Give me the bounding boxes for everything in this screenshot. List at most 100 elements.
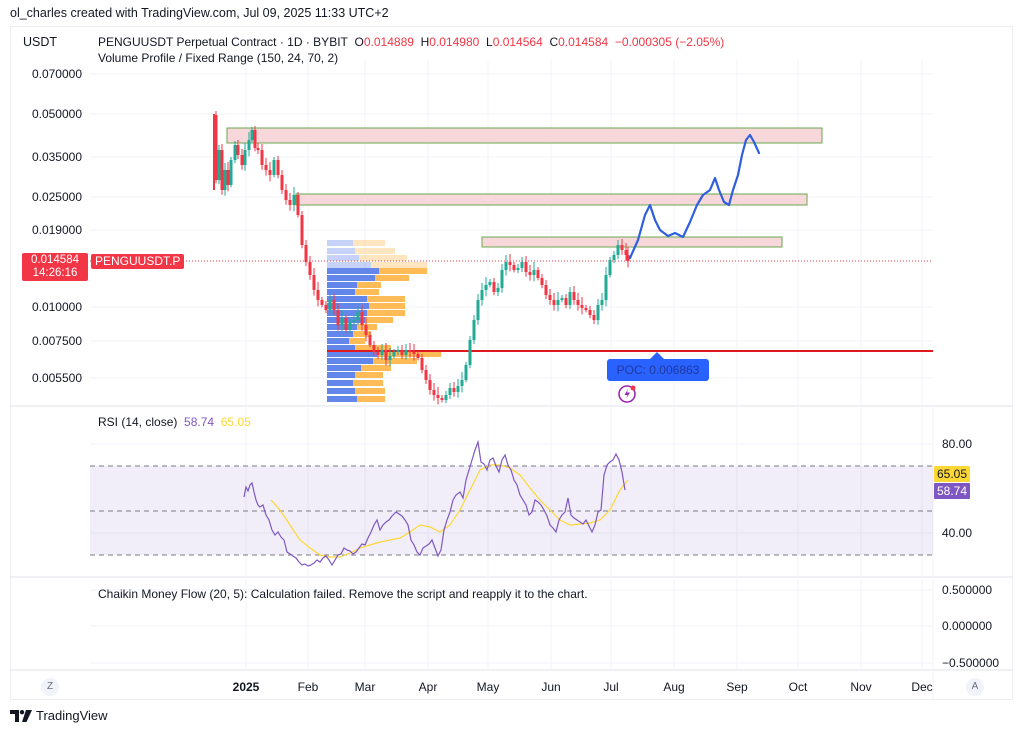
- vp-down-bar: [375, 275, 409, 281]
- symbol-legend[interactable]: PENGUUSDT Perpetual Contract · 1D · BYBI…: [98, 35, 724, 49]
- rsi-ma-value: 65.05: [220, 415, 251, 429]
- time-tick: Sep: [726, 680, 748, 694]
- price-tick: 0.050000: [31, 107, 82, 121]
- vp-down-bar: [353, 240, 385, 246]
- vp-up-bar: [327, 296, 367, 302]
- candle-down: [312, 275, 316, 290]
- candle-down: [512, 265, 516, 270]
- candle-down: [336, 310, 340, 325]
- vp-up-bar: [327, 262, 371, 268]
- vp-up-bar: [327, 396, 357, 402]
- cmf-tick: 0.500000: [942, 583, 993, 597]
- rsi-value-badge: 58.74: [934, 483, 971, 499]
- price-tick: 0.025000: [31, 190, 82, 204]
- poc-pointer: [650, 352, 664, 359]
- rsi-legend[interactable]: RSI (14, close) 58.74 65.05: [98, 415, 251, 429]
- tradingview-logo-text: TradingView: [36, 708, 108, 723]
- candle-up: [247, 140, 251, 150]
- candle-up: [388, 356, 392, 360]
- vp-up-bar: [327, 365, 361, 371]
- candle-up: [456, 386, 460, 392]
- candle-down: [384, 350, 388, 360]
- candle-up: [556, 300, 560, 305]
- candle-down: [584, 308, 588, 310]
- auto-scale-button[interactable]: A: [966, 678, 984, 696]
- candle-up: [464, 365, 468, 380]
- vp-down-bar: [357, 282, 381, 288]
- vp-down-bar: [355, 372, 383, 378]
- candle-down: [324, 305, 328, 310]
- candle-up: [476, 300, 480, 320]
- price-tick: 0.035000: [31, 150, 82, 164]
- candle-down: [572, 292, 576, 300]
- candle-down: [296, 195, 300, 215]
- rsi-tick: 80.00: [942, 437, 973, 451]
- candle-down: [256, 148, 260, 150]
- vp-up-bar: [327, 303, 369, 309]
- tradingview-logo[interactable]: TradingView: [10, 708, 108, 723]
- price-tick: 0.005500: [31, 371, 82, 385]
- vp-up-bar: [327, 345, 355, 351]
- candle-up: [532, 270, 536, 275]
- candle-up: [616, 245, 620, 255]
- candle-up: [516, 268, 520, 270]
- candle-down: [288, 200, 292, 205]
- vp-up-bar: [327, 351, 377, 357]
- candle-up: [292, 195, 296, 205]
- vp-up-bar: [327, 372, 355, 378]
- candle-down: [576, 300, 580, 305]
- candle-down: [436, 395, 440, 398]
- vp-down-bar: [369, 303, 405, 309]
- vp-up-bar: [327, 275, 375, 281]
- time-tick: Jun: [541, 680, 561, 694]
- vp-down-bar: [355, 388, 385, 394]
- rsi-tick: 40.00: [942, 526, 973, 540]
- countdown-value: 14:26:16: [32, 267, 78, 279]
- open-value: 0.014889: [363, 35, 414, 49]
- zoom-reset-button[interactable]: Z: [41, 678, 59, 696]
- rsi-value: 58.74: [184, 415, 215, 429]
- rsi-title: RSI (14, close): [98, 415, 178, 429]
- candle-up: [340, 318, 344, 325]
- candle-down: [364, 325, 368, 335]
- vp-up-bar: [327, 268, 379, 274]
- cmf-tick: −0.500000: [942, 656, 1000, 670]
- rsi-ma-badge: 65.05: [934, 466, 971, 482]
- time-tick: Feb: [297, 680, 319, 694]
- price-tick: 0.010000: [31, 300, 82, 314]
- vp-down-bar: [367, 296, 405, 302]
- candle-up: [448, 388, 452, 395]
- time-tick: Jul: [603, 680, 619, 694]
- candle-down: [620, 245, 624, 250]
- candle-down: [264, 165, 268, 170]
- candle-down: [536, 270, 540, 278]
- vp-down-bar: [367, 310, 405, 316]
- tradingview-logo-icon: [10, 709, 32, 722]
- candle-down: [626, 255, 630, 261]
- candle-up: [272, 160, 276, 175]
- vp-up-bar: [327, 248, 355, 254]
- vp-down-bar: [377, 351, 441, 357]
- candle-down: [548, 295, 552, 300]
- symbol-price-tag: PENGUUSDT.P: [91, 254, 185, 269]
- candle-down: [528, 272, 532, 275]
- candle-up: [472, 320, 476, 340]
- vp-up-bar: [327, 310, 367, 316]
- time-tick: May: [476, 680, 500, 694]
- open-label: O: [354, 35, 364, 49]
- candle-up: [480, 290, 484, 300]
- candle-down: [592, 315, 596, 320]
- cmf-tick: 0.000000: [942, 619, 993, 633]
- volume-profile-legend[interactable]: Volume Profile / Fixed Range (150, 24, 7…: [98, 51, 339, 65]
- candle-up: [504, 262, 508, 270]
- candle-down: [508, 262, 512, 265]
- vp-up-bar: [327, 240, 353, 246]
- vp-down-bar: [355, 248, 395, 254]
- candle-up: [496, 288, 500, 292]
- lightning-alert-icon[interactable]: [618, 384, 636, 403]
- projection-path: [628, 133, 761, 260]
- poc-label[interactable]: POC: 0.006863: [607, 359, 709, 381]
- vp-down-bar: [365, 317, 393, 323]
- candle-down: [320, 300, 324, 305]
